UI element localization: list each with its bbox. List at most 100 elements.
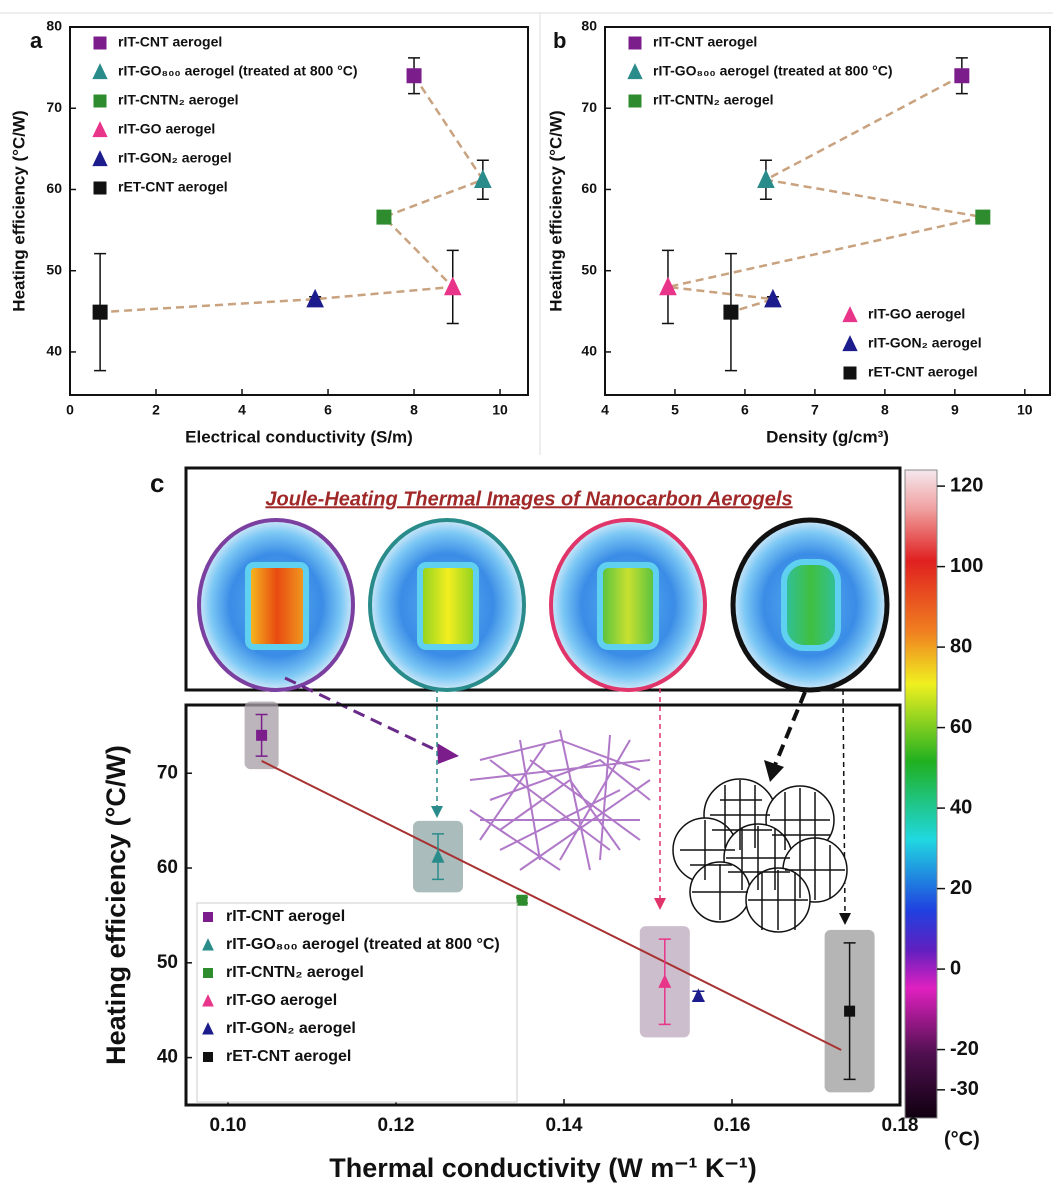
panel-label: a <box>30 28 43 53</box>
colorbar-tick-label: 120 <box>950 474 983 496</box>
marker <box>723 305 738 320</box>
y-tick-label: 80 <box>46 18 62 34</box>
legend-marker <box>629 95 642 108</box>
y-tick-label: 50 <box>581 261 597 277</box>
colorbar-tick-label: 40 <box>950 796 972 818</box>
legend-label: rIT-GON₂ aerogel <box>868 335 982 351</box>
legend-label: rIT-CNT aerogel <box>653 34 757 50</box>
legend-label: rIT-GO aerogel <box>868 306 965 322</box>
plot-frame <box>70 27 528 395</box>
x-tick-label: 9 <box>951 402 959 418</box>
x-axis-label: Thermal conductivity (W m⁻¹ K⁻¹) <box>329 1153 757 1183</box>
legend-label: rIT-GO₈₀₀ aerogel (treated at 800 °C) <box>653 63 893 79</box>
legend-label: rIT-GO aerogel <box>118 121 215 137</box>
x-tick-label: 2 <box>152 402 160 418</box>
legend-label: rIT-CNTN₂ aerogel <box>226 964 364 981</box>
marker <box>757 169 775 188</box>
y-tick-label: 60 <box>581 180 597 196</box>
x-tick-label: 7 <box>811 402 819 418</box>
x-tick-label: 0.18 <box>882 1115 919 1136</box>
x-tick-label: 0.14 <box>546 1115 583 1136</box>
colorbar-tick-label: 20 <box>950 877 972 899</box>
marker <box>407 68 422 83</box>
legend-label: rIT-GON₂ aerogel <box>118 150 232 166</box>
x-tick-label: 8 <box>881 402 889 418</box>
marker <box>692 988 705 1002</box>
colorbar-tick-label: -30 <box>950 1078 979 1100</box>
y-tick-label: 40 <box>157 1047 178 1068</box>
fiber-network <box>470 730 650 870</box>
x-tick-label: 4 <box>238 402 246 418</box>
legend-marker <box>94 37 107 50</box>
y-tick-label: 70 <box>157 762 178 783</box>
panel-label: c <box>150 468 164 498</box>
legend-marker <box>203 912 213 922</box>
x-tick-label: 8 <box>410 402 418 418</box>
y-tick-label: 50 <box>46 261 62 277</box>
legend-marker <box>92 150 107 166</box>
y-axis-label: Heating efficiency (°C/W) <box>546 110 565 311</box>
y-tick-label: 60 <box>157 857 178 878</box>
y-axis-label: Heating efficiency (°C/W) <box>101 745 131 1065</box>
legend-marker <box>842 306 857 322</box>
legend-marker <box>629 37 642 50</box>
colorbar-tick-label: 80 <box>950 635 972 657</box>
connector-line <box>668 76 983 312</box>
x-axis-label: Electrical conductivity (S/m) <box>185 427 413 446</box>
x-tick-label: 5 <box>671 402 679 418</box>
colorbar <box>905 470 937 1118</box>
y-tick-label: 70 <box>46 99 62 115</box>
legend-label: rIT-CNT aerogel <box>226 908 345 925</box>
x-axis-label: Density (g/cm³) <box>766 427 889 446</box>
inset-title: Joule-Heating Thermal Images of Nanocarb… <box>265 488 792 510</box>
legend-label: rIT-CNTN₂ aerogel <box>118 92 239 108</box>
legend-label: rET-CNT aerogel <box>118 179 228 195</box>
marker <box>474 169 492 188</box>
colorbar-tick-label: -20 <box>950 1038 979 1060</box>
y-tick-label: 40 <box>581 343 597 359</box>
sphere-cluster <box>673 779 847 932</box>
y-axis-label: Heating efficiency (°C/W) <box>9 110 28 311</box>
marker <box>517 895 528 906</box>
colorbar-label: (°C) <box>944 1128 980 1150</box>
y-tick-label: 80 <box>581 18 597 34</box>
legend-label: rIT-GO aerogel <box>226 992 337 1009</box>
legend-marker <box>844 367 857 380</box>
legend-label: rET-CNT aerogel <box>226 1048 351 1065</box>
legend-marker <box>842 335 857 351</box>
legend-marker <box>203 1052 213 1062</box>
legend-label: rIT-CNT aerogel <box>118 34 222 50</box>
legend-marker <box>92 63 107 79</box>
legend-marker <box>94 95 107 108</box>
legend-marker <box>203 968 213 978</box>
marker <box>93 305 108 320</box>
marker <box>256 730 267 741</box>
marker <box>376 210 391 225</box>
panel-label: b <box>553 28 566 53</box>
y-tick-label: 70 <box>581 99 597 115</box>
marker <box>844 1006 855 1017</box>
legend-label: rET-CNT aerogel <box>868 364 978 380</box>
x-tick-label: 4 <box>601 402 609 418</box>
x-tick-label: 0.10 <box>210 1115 247 1136</box>
legend-marker <box>627 63 642 79</box>
x-tick-label: 10 <box>1017 402 1033 418</box>
x-tick-label: 0 <box>66 402 74 418</box>
legend-label: rIT-GO₈₀₀ aerogel (treated at 800 °C) <box>118 63 358 79</box>
marker <box>975 210 990 225</box>
x-tick-label: 10 <box>492 402 508 418</box>
x-tick-label: 0.12 <box>378 1115 415 1136</box>
colorbar-tick-label: 60 <box>950 716 972 738</box>
legend-label: rIT-GO₈₀₀ aerogel (treated at 800 °C) <box>226 936 500 953</box>
y-tick-label: 50 <box>157 952 178 973</box>
marker <box>954 68 969 83</box>
x-tick-label: 6 <box>741 402 749 418</box>
colorbar-tick-label: 100 <box>950 555 983 577</box>
figure: Joule-Heating Thermal Images of Nanocarb… <box>0 0 1053 1191</box>
legend-label: rIT-GON₂ aerogel <box>226 1020 356 1037</box>
legend-marker <box>94 182 107 195</box>
y-tick-label: 40 <box>46 343 62 359</box>
legend-label: rIT-CNTN₂ aerogel <box>653 92 774 108</box>
x-tick-label: 6 <box>324 402 332 418</box>
x-tick-label: 0.16 <box>714 1115 751 1136</box>
